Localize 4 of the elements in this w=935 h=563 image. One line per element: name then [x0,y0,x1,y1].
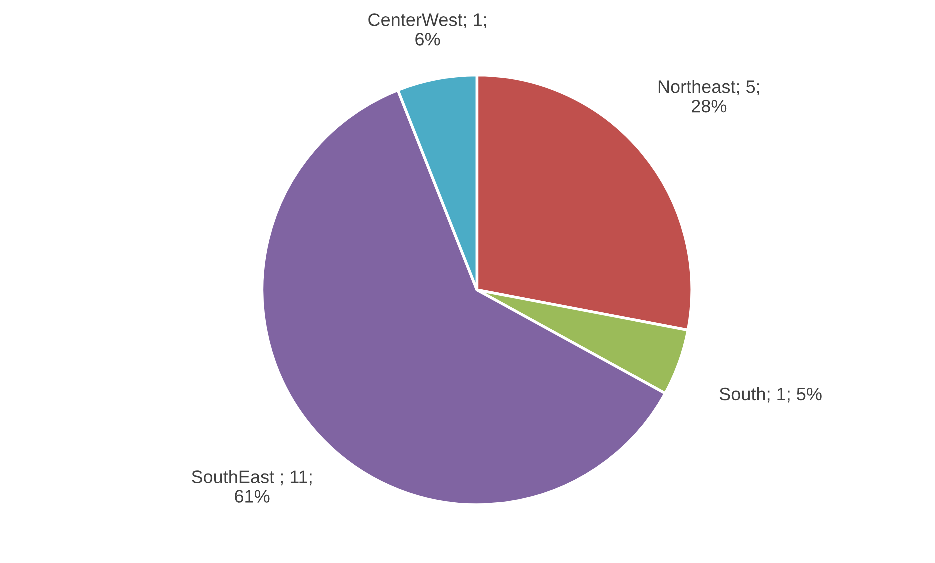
slice-label: CenterWest; 1; 6% [368,14,486,46]
slice-label: SouthEast ; 11; 61% [192,470,312,503]
slice-label: Northeast; 5; 28% [658,80,760,113]
slice-label: South; 1; 5% [720,387,822,403]
